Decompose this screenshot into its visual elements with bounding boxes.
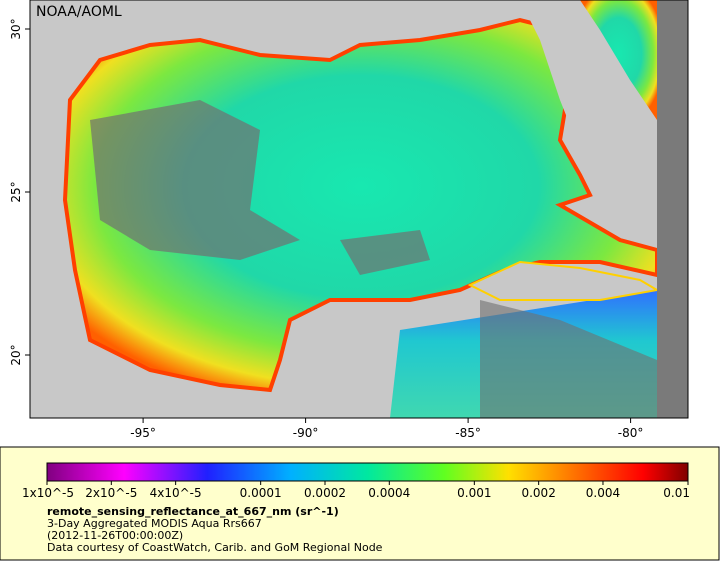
colorbar-tick-label: 0.001 xyxy=(457,486,491,500)
colorbar-tick-label: 0.0002 xyxy=(304,486,346,500)
axis-ticks: -95° -90° -85° -80° 20° 25° 30° xyxy=(9,18,643,440)
colorbar-tick-label: 4x10^-5 xyxy=(150,486,202,500)
no-data-patch xyxy=(90,100,300,260)
colorbar-tick-label: 0.0004 xyxy=(368,486,410,500)
lon-tick-label: -90° xyxy=(293,426,319,440)
lon-tick-label: -80° xyxy=(618,426,644,440)
colorbar-tick-label: 0.002 xyxy=(521,486,555,500)
lon-tick-label: -95° xyxy=(130,426,156,440)
credit: NOAA/AOML xyxy=(36,4,122,20)
map-area xyxy=(30,0,688,418)
colorbar-tick-label: 0.0001 xyxy=(240,486,282,500)
colorbar-tick-label: 0.01 xyxy=(663,486,690,500)
legend-variable: remote_sensing_reflectance_at_667_nm (sr… xyxy=(47,505,339,518)
colorbar-tick-label: 1x10^-5 xyxy=(22,486,74,500)
lon-tick-label: -85° xyxy=(455,426,481,440)
map-frame xyxy=(29,0,689,419)
legend-courtesy: Data courtesy of CoastWatch, Carib. and … xyxy=(47,541,383,554)
lat-tick-label: 25° xyxy=(9,181,23,202)
colorbar-tick-label: 0.004 xyxy=(586,486,620,500)
legend-time: (2012-11-26T00:00:00Z) xyxy=(47,529,183,542)
no-data-strip xyxy=(657,0,688,418)
lat-tick-label: 30° xyxy=(9,18,23,39)
colorbar-ticks: 1x10^-5 2x10^-5 4x10^-5 0.0001 0.0002 0.0004 0… xyxy=(22,481,690,500)
legend-dataset: 3-Day Aggregated MODIS Aqua Rrs667 xyxy=(47,517,262,530)
lat-tick-label: 20° xyxy=(9,344,23,365)
no-data-patch xyxy=(480,300,657,418)
colorbar xyxy=(46,462,689,482)
colorbar-tick-label: 2x10^-5 xyxy=(85,486,137,500)
no-data-patch xyxy=(340,230,430,275)
florida xyxy=(520,0,657,200)
atlantic-water xyxy=(580,0,657,120)
